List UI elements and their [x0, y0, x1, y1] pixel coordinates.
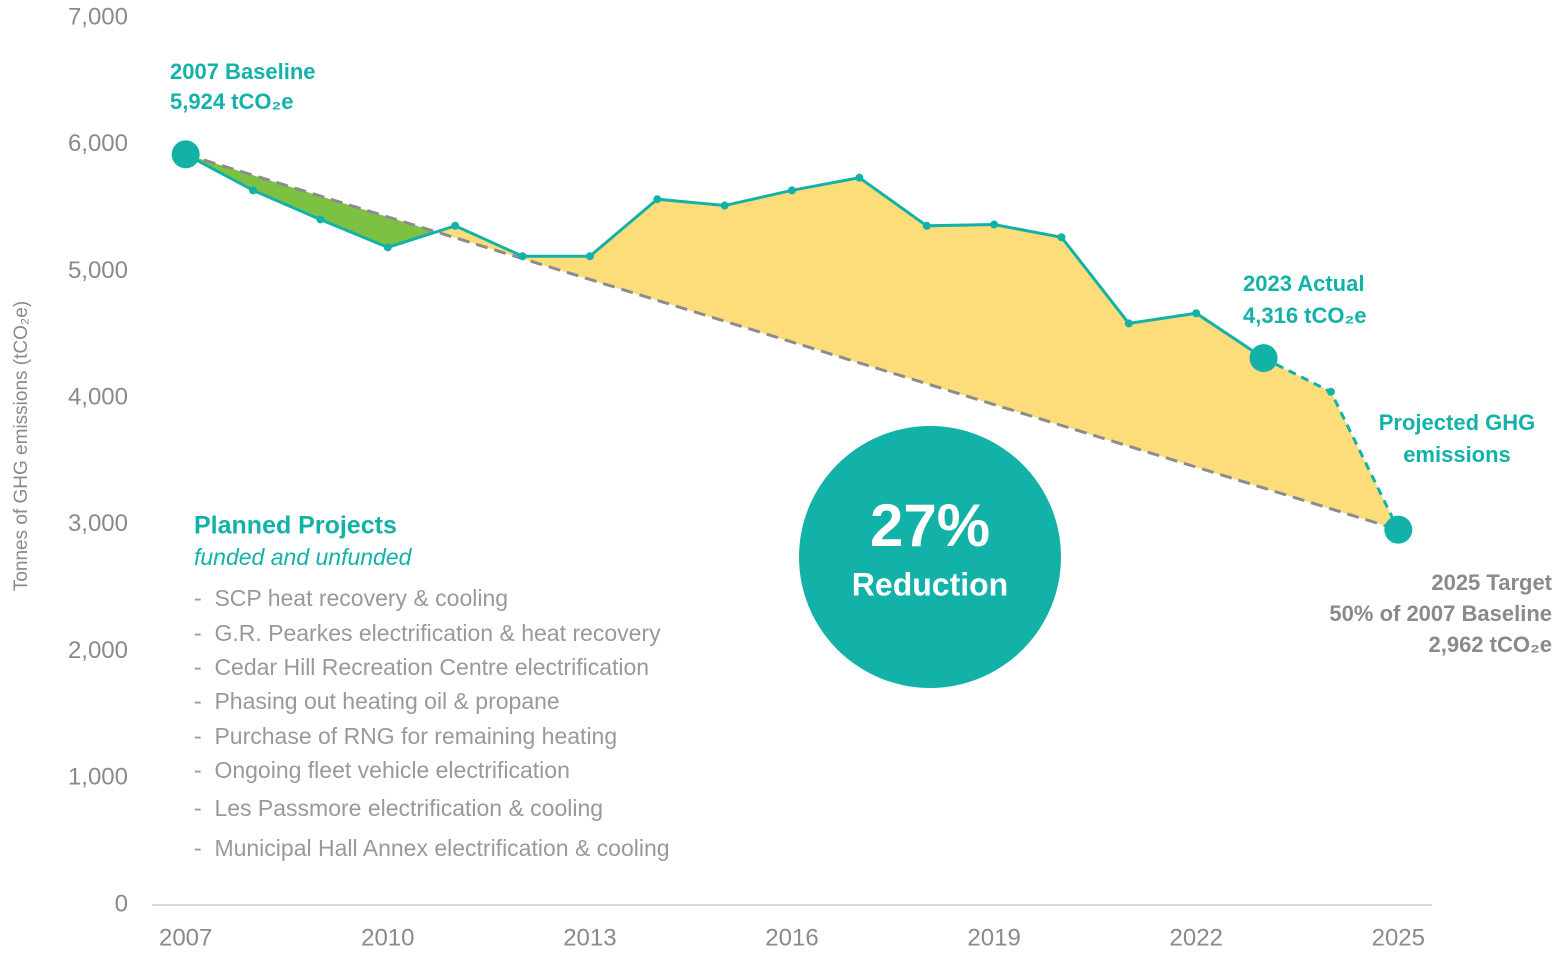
point: [1124, 319, 1133, 328]
reduction-badge: [799, 426, 1061, 688]
point: [518, 252, 527, 261]
annotation: 2007 Baseline: [170, 59, 316, 84]
y-tick-label: 5,000: [68, 257, 128, 284]
annotation: emissions: [1403, 442, 1511, 467]
annotation: 2,962 tCO₂e: [1428, 632, 1552, 657]
annotation: 4,316 tCO₂e: [1243, 303, 1367, 328]
annotation: 5,924 tCO₂e: [170, 89, 294, 114]
point: [990, 220, 999, 229]
project-item: - Municipal Hall Annex electrification &…: [194, 835, 670, 861]
y-tick-label: 3,000: [68, 510, 128, 537]
annotation: 50% of 2007 Baseline: [1329, 601, 1552, 626]
x-tick-label: 2007: [159, 924, 212, 951]
x-tick-label: 2010: [361, 924, 414, 951]
x-tick-label: 2013: [563, 924, 616, 951]
key-point: [171, 140, 200, 169]
plot: 0 1,000 2,000 3,000 4,000 5,000 6,000 7,000 2007…: [68, 3, 1432, 951]
y-axis-label: Tonnes of GHG emissions (tCO₂e): [11, 301, 32, 591]
key-point: [1384, 515, 1413, 544]
point: [1057, 233, 1066, 242]
annotation: 2025 Target: [1431, 570, 1552, 595]
point: [720, 201, 729, 210]
project-item: - Ongoing fleet vehicle electrification: [194, 757, 570, 783]
y-tick-label: 1,000: [68, 764, 128, 791]
point: [855, 173, 864, 182]
annotation: 2023 Actual: [1243, 271, 1364, 296]
annotation: Projected GHG: [1379, 410, 1535, 435]
point: [249, 186, 258, 195]
projects-list: - SCP heat recovery & cooling - G.R. Pear…: [194, 585, 670, 861]
projects-title: Planned Projects: [194, 512, 397, 540]
reduction-value: 27%: [870, 492, 990, 559]
x-tick-label: 2022: [1170, 924, 1223, 951]
reduction-label: Reduction: [852, 566, 1008, 602]
y-tick-label: 4,000: [68, 383, 128, 410]
project-item: - G.R. Pearkes electrification & heat re…: [194, 620, 661, 646]
project-item: - Les Passmore electrification & cooling: [194, 795, 603, 821]
point: [1326, 387, 1335, 396]
x-tick-label: 2025: [1372, 924, 1425, 951]
y-tick-label: 7,000: [68, 3, 128, 30]
x-tick-label: 2019: [967, 924, 1020, 951]
y-tick-label: 0: [115, 890, 128, 917]
point: [653, 195, 662, 204]
project-item: - SCP heat recovery & cooling: [194, 585, 508, 611]
point: [383, 243, 392, 252]
point: [1192, 309, 1201, 318]
point: [585, 252, 594, 261]
point: [922, 221, 931, 230]
project-item: - Purchase of RNG for remaining heating: [194, 723, 617, 749]
target-line: [185, 152, 1399, 532]
y-tick-label: 6,000: [68, 130, 128, 157]
y-tick-label: 2,000: [68, 637, 128, 664]
x-tick-label: 2016: [765, 924, 818, 951]
projects-subtitle: funded and unfunded: [194, 544, 413, 570]
project-item: - Phasing out heating oil & propane: [194, 688, 560, 714]
point: [451, 221, 460, 230]
point: [788, 186, 796, 195]
project-item: - Cedar Hill Recreation Centre electrifi…: [194, 654, 649, 680]
point: [316, 215, 325, 224]
